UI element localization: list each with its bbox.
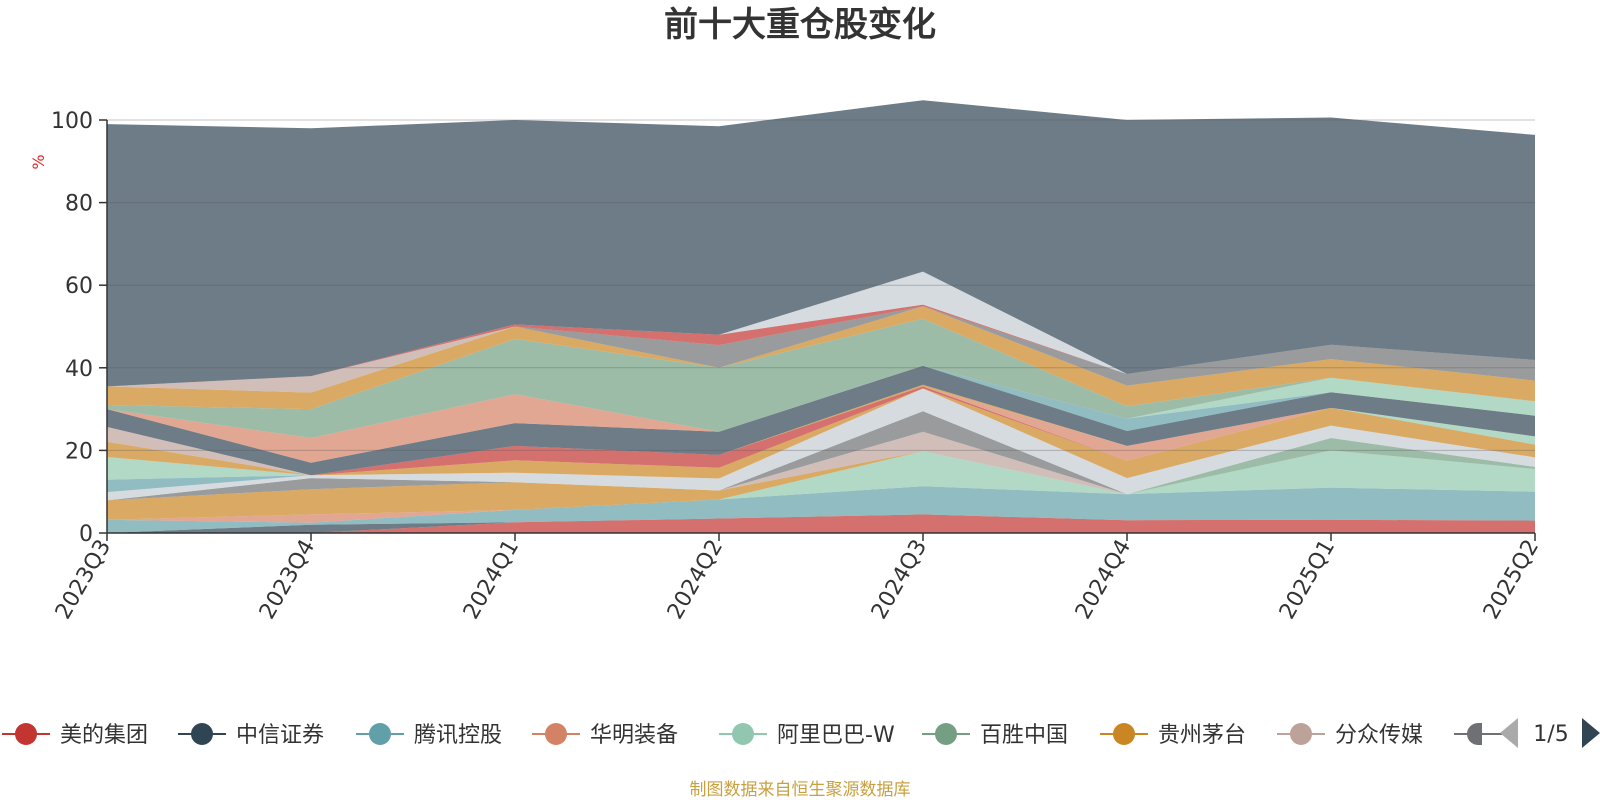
legend-pager[interactable]: 1/5 — [1500, 718, 1600, 748]
y-axis-label: % — [29, 154, 48, 169]
x-tick-label: 2025Q1 — [1275, 536, 1340, 624]
legend-item[interactable]: 阿里巴巴-W — [719, 723, 895, 748]
legend-marker — [1467, 723, 1482, 745]
area-series-23 — [107, 306, 1535, 410]
area-series-group — [107, 100, 1535, 533]
x-tick-label: 2024Q4 — [1071, 536, 1136, 624]
area-series-14 — [107, 386, 1535, 480]
legend-next-page-icon[interactable] — [1582, 718, 1600, 748]
area-series-1 — [107, 514, 1535, 533]
legend-label: 分众传媒 — [1335, 723, 1423, 748]
area-series-13 — [107, 386, 1535, 480]
legend-item[interactable]: 分众传媒 — [1277, 723, 1423, 748]
legend-prev-page-icon[interactable] — [1500, 718, 1518, 748]
legend-marker — [1290, 723, 1312, 745]
area-series-12 — [107, 388, 1535, 480]
area-series-18 — [107, 365, 1535, 476]
legend-label: 腾讯控股 — [414, 723, 502, 748]
area-series-26 — [107, 304, 1535, 387]
legend-marker — [191, 723, 213, 745]
legend-label: 美的集团 — [60, 723, 148, 748]
area-series-4 — [107, 486, 1535, 523]
legend-item[interactable]: 百胜中国 — [922, 723, 1068, 748]
legend-marker — [15, 723, 37, 745]
area-series-10 — [107, 388, 1535, 501]
legend-item[interactable] — [1454, 723, 1502, 745]
legend-label: 华明装备 — [590, 723, 678, 748]
x-tick-label: 2024Q3 — [867, 536, 932, 624]
area-series-2 — [107, 514, 1535, 533]
area-series-16 — [107, 384, 1535, 476]
legend-item[interactable]: 美的集团 — [2, 723, 148, 748]
area-series-24 — [107, 306, 1535, 393]
legend-page-indicator: 1/5 — [1533, 722, 1568, 747]
area-series-28 — [107, 100, 1535, 387]
y-tick-label: 40 — [65, 357, 93, 382]
chart-title: 前十大重仓股变化 — [664, 5, 936, 45]
x-tick-label: 2023Q4 — [255, 536, 320, 624]
area-series-9 — [107, 411, 1535, 501]
y-tick-label: 0 — [79, 522, 93, 547]
axes — [106, 120, 1535, 534]
legend[interactable]: 美的集团 中信证券 腾讯控股 华明装备 阿里巴巴-W 百胜中国 贵州茅台 分众传媒 — [2, 723, 1502, 748]
x-tick-label: 2023Q3 — [51, 536, 116, 624]
x-tick-label: 2025Q2 — [1479, 536, 1544, 624]
y-tick-label: 20 — [65, 439, 93, 464]
legend-marker — [935, 723, 957, 745]
area-series-22 — [107, 318, 1535, 438]
legend-marker — [732, 723, 754, 745]
legend-marker — [545, 723, 567, 745]
grid-lines — [107, 119, 1535, 451]
legend-label: 中信证券 — [236, 723, 324, 748]
area-series-3 — [107, 486, 1535, 533]
y-axis-ticks: 0 20 40 60 80 100 — [51, 109, 107, 547]
area-series-21 — [107, 365, 1535, 438]
legend-label: 阿里巴巴-W — [777, 723, 895, 748]
legend-item[interactable]: 中信证券 — [178, 723, 324, 748]
x-tick-label: 2024Q2 — [663, 536, 728, 624]
legend-label: 贵州茅台 — [1158, 723, 1246, 748]
x-axis-ticks: 2023Q3 2023Q4 2024Q1 2024Q2 2024Q3 2024Q4 2025… — [51, 533, 1544, 624]
legend-label: 百胜中国 — [980, 723, 1068, 748]
x-tick-label: 2024Q1 — [459, 536, 524, 624]
y-tick-label: 100 — [51, 109, 93, 134]
area-series-5 — [107, 450, 1535, 520]
legend-item[interactable]: 腾讯控股 — [356, 723, 502, 748]
area-series-8 — [107, 431, 1535, 501]
y-tick-label: 60 — [65, 274, 93, 299]
source-note: 制图数据来自恒生聚源数据库 — [690, 780, 911, 800]
y-tick-label: 80 — [65, 192, 93, 217]
area-series-7 — [107, 438, 1535, 520]
legend-marker — [369, 723, 391, 745]
legend-item[interactable]: 华明装备 — [532, 723, 678, 748]
legend-marker — [1113, 723, 1135, 745]
legend-item[interactable]: 贵州茅台 — [1100, 723, 1246, 748]
